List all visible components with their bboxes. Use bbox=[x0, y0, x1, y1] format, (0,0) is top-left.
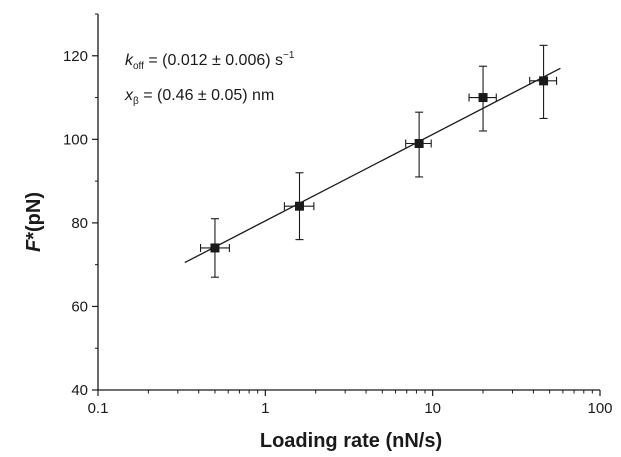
data-point-marker bbox=[539, 76, 549, 86]
data-points bbox=[199, 44, 558, 278]
annotation-xbeta: xβ = (0.46 ± 0.05) nm bbox=[124, 87, 274, 107]
data-point-marker bbox=[210, 243, 220, 253]
annotation-xbeta-subscript: β bbox=[133, 96, 139, 107]
annotation-koff-value: = (0.012 ± 0.006) s bbox=[144, 52, 283, 69]
data-point-group bbox=[199, 218, 230, 278]
data-point-marker bbox=[478, 93, 488, 103]
y-tick-label: 100 bbox=[63, 131, 88, 148]
data-point-group bbox=[468, 65, 497, 132]
data-point-group bbox=[283, 172, 315, 241]
annotation-koff: koff = (0.012 ± 0.006) s−1 bbox=[125, 50, 295, 72]
axes: 40 60 80 100 120 0.1 1 10 100 bbox=[63, 13, 613, 417]
x-axis-label: Loading rate (nN/s) bbox=[260, 430, 442, 452]
data-point-marker bbox=[294, 201, 304, 211]
x-tick-label: 10 bbox=[424, 400, 441, 417]
y-tick-label: 40 bbox=[71, 382, 88, 399]
annotation-xbeta-value: = (0.46 ± 0.05) nm bbox=[139, 87, 275, 104]
y-axis-label-symbol: F bbox=[23, 239, 45, 252]
fit-line bbox=[184, 67, 561, 264]
y-tick-label: 60 bbox=[71, 298, 88, 315]
annotation-koff-symbol: k bbox=[125, 52, 134, 69]
data-point-marker bbox=[414, 139, 424, 149]
x-tick-label: 1 bbox=[261, 400, 269, 417]
x-tick-label: 100 bbox=[587, 400, 612, 417]
fit-line-group bbox=[184, 67, 561, 264]
annotation-koff-superscript: −1 bbox=[283, 50, 295, 61]
annotation-koff-subscript: off bbox=[133, 61, 144, 72]
annotation-xbeta-symbol: x bbox=[124, 87, 134, 104]
y-axis-label: F*(pN) bbox=[23, 192, 45, 252]
y-axis-label-unit: *(pN) bbox=[23, 192, 45, 240]
data-point-group bbox=[529, 44, 558, 119]
y-tick-label: 120 bbox=[63, 48, 88, 65]
y-tick-label: 80 bbox=[71, 215, 88, 232]
x-tick-label: 0.1 bbox=[88, 400, 109, 417]
data-point-group bbox=[405, 111, 432, 178]
